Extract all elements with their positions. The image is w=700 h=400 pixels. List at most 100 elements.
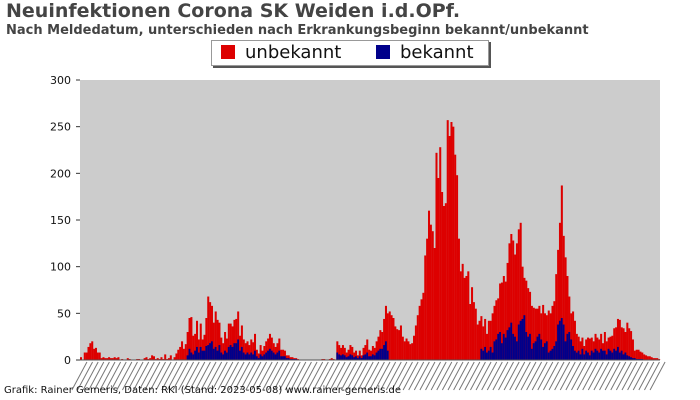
x-tick-label-blur	[127, 361, 144, 391]
bar-unbekannt	[175, 353, 178, 360]
x-tick-label-blur	[329, 361, 346, 391]
bar-unbekannt	[347, 349, 350, 360]
bar-bekannt	[248, 354, 251, 360]
bar-bekannt	[568, 332, 571, 360]
bar-bekannt	[618, 352, 621, 360]
bar-unbekannt	[534, 308, 537, 360]
bar-bekannt	[602, 350, 605, 360]
bar-unbekannt	[618, 319, 621, 360]
bar-unbekannt	[179, 346, 182, 360]
bar-unbekannt	[422, 292, 425, 360]
bar-unbekannt	[510, 234, 513, 360]
bar-unbekannt	[530, 305, 533, 360]
bar-unbekannt	[515, 243, 518, 360]
bar-unbekannt	[616, 318, 619, 360]
bar-unbekannt	[366, 339, 369, 360]
bar-unbekannt	[396, 329, 399, 360]
x-tick-label-blur	[200, 361, 217, 391]
bar-bekannt	[212, 348, 215, 360]
bar-bekannt	[585, 350, 588, 360]
legend-label-bekannt: bekannt	[400, 42, 474, 63]
bar-bekannt	[353, 357, 356, 360]
x-tick-label-blur	[368, 361, 385, 391]
bar-unbekannt	[224, 332, 227, 360]
bar-bekannt	[575, 352, 578, 360]
bar-bekannt	[480, 348, 483, 360]
bar-unbekannt	[268, 333, 271, 360]
bar-bekannt	[261, 356, 264, 360]
bar-unbekannt	[641, 352, 644, 360]
bar-unbekannt	[656, 358, 659, 360]
bar-bekannt	[532, 343, 535, 360]
bar-bekannt	[347, 356, 350, 360]
bar-unbekannt	[240, 325, 243, 360]
bar-unbekannt	[553, 301, 556, 360]
bar-unbekannt	[484, 318, 487, 360]
bar-unbekannt	[407, 341, 410, 360]
bar-unbekannt	[250, 339, 253, 360]
bar-unbekannt	[416, 315, 419, 360]
bar-unbekannt	[613, 328, 616, 360]
bar-unbekannt	[487, 320, 490, 360]
bar-unbekannt	[108, 357, 111, 360]
legend: unbekannt bekannt	[211, 40, 489, 66]
bar-bekannt	[351, 355, 354, 360]
x-tick-label-blur	[239, 361, 256, 391]
x-tick-label-blur	[408, 361, 425, 391]
x-tick-label-blur	[217, 361, 234, 391]
bar-unbekannt	[540, 313, 543, 360]
bar-bekannt	[540, 339, 543, 360]
bar-unbekannt	[521, 266, 524, 360]
bar-bekannt	[218, 345, 221, 360]
x-tick-label-blur	[318, 361, 335, 391]
bar-unbekannt	[452, 126, 455, 361]
bar-bekannt	[544, 343, 547, 360]
bar-bekannt	[487, 350, 490, 360]
bar-unbekannt	[364, 345, 367, 360]
x-tick-label-blur	[380, 361, 397, 391]
bar-bekannt	[588, 355, 591, 360]
x-tick-label-blur	[638, 361, 655, 391]
x-tick-label-blur	[273, 361, 290, 391]
bar-unbekannt	[384, 305, 387, 360]
bar-unbekannt	[270, 337, 273, 360]
x-tick-label-blur	[503, 361, 520, 391]
bar-unbekannt	[405, 338, 408, 360]
bar-bekannt	[579, 354, 582, 360]
x-tick-label-blur	[537, 361, 554, 391]
bar-unbekannt	[469, 304, 472, 360]
bar-bekannt	[486, 352, 489, 360]
bar-bekannt	[626, 355, 629, 360]
bar-unbekannt	[480, 316, 483, 360]
bar-bekannt	[583, 354, 586, 360]
bar-unbekannt	[109, 358, 112, 360]
bar-unbekannt	[201, 339, 204, 360]
bar-unbekannt	[596, 337, 599, 360]
bar-unbekannt	[115, 358, 118, 360]
bar-unbekannt	[532, 307, 535, 360]
bar-unbekannt	[429, 224, 432, 360]
bar-unbekannt	[377, 336, 380, 360]
bar-bekannt	[267, 350, 270, 360]
bar-unbekannt	[386, 313, 389, 360]
x-tick-label-blur	[565, 361, 582, 391]
bar-unbekannt	[164, 354, 167, 360]
bar-unbekannt	[102, 357, 105, 360]
bar-unbekannt	[280, 349, 283, 360]
bar-unbekannt	[285, 355, 288, 360]
bar-unbekannt	[263, 346, 266, 360]
x-tick-label-blur	[133, 361, 150, 391]
bar-bekannt	[525, 332, 528, 360]
bar-unbekannt	[104, 358, 107, 360]
bar-unbekannt	[282, 349, 285, 360]
bar-bekannt	[489, 346, 492, 360]
x-tick-label-blur	[340, 361, 357, 391]
bar-bekannt	[216, 350, 219, 360]
bar-bekannt	[214, 346, 217, 360]
bar-unbekannt	[536, 308, 539, 360]
bar-bekannt	[242, 352, 245, 360]
bar-bekannt	[285, 358, 288, 360]
x-tick-label-blur	[116, 361, 133, 391]
x-tick-label-blur	[593, 361, 610, 391]
bar-unbekannt	[646, 356, 649, 360]
